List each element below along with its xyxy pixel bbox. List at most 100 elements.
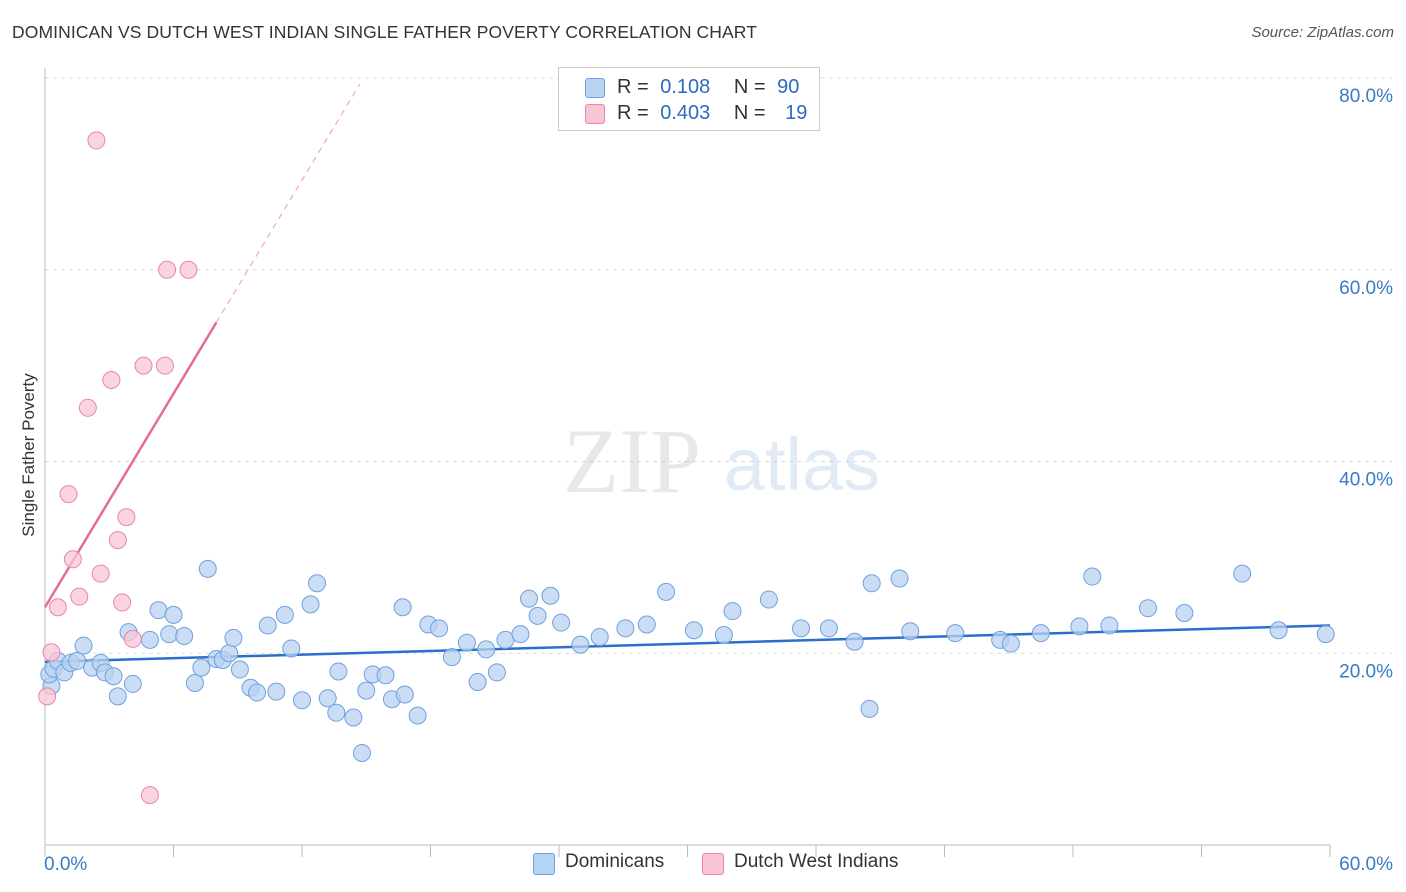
data-point-0-38: [327, 703, 346, 722]
x-tick-label-1: 60.0%: [1339, 854, 1393, 875]
data-point-0-48: [408, 706, 427, 725]
data-point-1-8: [102, 371, 121, 390]
data-point-1-2: [48, 598, 67, 617]
data-point-0-39: [329, 662, 348, 681]
data-point-0-11: [104, 667, 123, 686]
data-point-0-87: [1233, 564, 1252, 583]
data-point-0-37: [318, 689, 337, 708]
data-point-0-42: [357, 681, 376, 700]
data-point-0-86: [1175, 603, 1194, 622]
data-point-0-36: [307, 574, 326, 593]
data-point-0-68: [714, 626, 733, 645]
y-tick-label-0: 20.0%: [1339, 661, 1393, 682]
data-point-0-31: [267, 682, 286, 701]
data-point-0-60: [541, 586, 560, 605]
source-label: Source: ZipAtlas.com: [1251, 24, 1394, 41]
data-point-0-27: [230, 660, 249, 679]
legend-r-label: R =: [617, 76, 649, 98]
data-point-0-85: [1138, 599, 1157, 618]
data-point-0-32: [275, 605, 294, 624]
data-point-0-52: [457, 633, 476, 652]
data-point-0-88: [1269, 621, 1288, 640]
data-point-0-33: [282, 639, 301, 658]
legend: R = 0.108 N = 90 R = 0.403 N = 19: [558, 67, 820, 131]
data-point-1-11: [117, 508, 136, 527]
data-point-0-51: [442, 648, 461, 667]
data-point-0-40: [344, 708, 363, 727]
bottom-legend-label-dominicans: Dominicans: [565, 851, 665, 872]
data-point-0-81: [1031, 624, 1050, 643]
data-point-0-18: [164, 605, 183, 624]
legend-n-value: 90: [777, 76, 800, 98]
y-tick-label-2: 60.0%: [1339, 278, 1393, 299]
data-point-0-6: [68, 651, 87, 670]
axes: [44, 68, 1331, 857]
legend-swatch-dominicans: [585, 78, 605, 98]
data-point-1-7: [91, 564, 110, 583]
bottom-legend-swatch-dominicans: [533, 853, 555, 875]
data-point-0-57: [511, 625, 530, 644]
watermark-zip: ZIP: [563, 410, 701, 512]
data-point-0-14: [123, 674, 142, 693]
grid-lines: [45, 77, 1392, 654]
data-point-0-55: [487, 663, 506, 682]
data-point-0-15: [140, 630, 159, 649]
data-point-0-54: [477, 640, 496, 659]
data-point-0-71: [792, 619, 811, 638]
legend-r-value: 0.403: [660, 102, 711, 124]
legend-n-label: N =: [733, 102, 766, 124]
legend-swatch-dutch-west-indians: [585, 104, 605, 124]
data-point-0-78: [946, 624, 965, 643]
data-point-1-12: [123, 629, 142, 648]
data-point-0-53: [468, 673, 487, 692]
legend-r-label: R =: [617, 102, 649, 124]
data-point-0-35: [301, 595, 320, 614]
data-point-0-25: [220, 644, 239, 663]
data-point-0-16: [149, 601, 168, 620]
legend-n-label: N =: [733, 76, 766, 98]
data-point-0-22: [198, 559, 217, 578]
data-point-0-46: [393, 598, 412, 617]
data-point-1-6: [78, 398, 97, 417]
data-point-1-9: [108, 531, 127, 550]
data-point-0-82: [1070, 617, 1089, 636]
data-point-1-0: [38, 687, 57, 706]
data-point-0-50: [430, 619, 449, 638]
data-point-0-29: [248, 683, 267, 702]
data-point-0-34: [293, 691, 311, 710]
data-point-0-21: [192, 658, 211, 677]
data-point-0-70: [759, 590, 778, 609]
data-point-1-3: [59, 485, 78, 504]
data-point-0-62: [571, 635, 590, 654]
data-point-0-56: [496, 630, 515, 649]
data-point-0-30: [258, 616, 277, 635]
data-point-0-61: [552, 613, 571, 632]
data-point-0-44: [376, 666, 395, 685]
trend-line-dutch-west-indians-extension: [215, 83, 361, 323]
data-point-1-5: [70, 587, 89, 606]
data-points: [38, 131, 1335, 805]
chart-title: DOMINICAN VS DUTCH WEST INDIAN SINGLE FA…: [12, 22, 758, 42]
data-point-0-58: [520, 589, 539, 608]
data-point-0-63: [590, 627, 609, 646]
y-axis-label: Single Father Poverty: [19, 373, 38, 537]
data-point-1-10: [113, 593, 132, 612]
data-point-0-75: [862, 574, 881, 593]
series-dominicans: [40, 559, 1335, 762]
data-point-0-83: [1083, 567, 1102, 586]
data-point-1-15: [155, 356, 174, 375]
data-point-0-67: [684, 621, 703, 640]
trend-lines: [43, 83, 1331, 664]
data-point-0-19: [175, 626, 194, 645]
data-point-1-16: [158, 260, 177, 279]
x-tick-label-0: 0.0%: [44, 854, 87, 875]
data-point-0-20: [185, 673, 204, 692]
data-point-0-66: [657, 582, 676, 601]
data-point-0-41: [352, 743, 371, 762]
tick-labels: 20.0% 40.0% 60.0% 80.0% 0.0% 60.0%: [44, 86, 1393, 875]
data-point-0-73: [845, 632, 864, 651]
data-point-0-77: [901, 622, 920, 641]
data-point-0-64: [616, 619, 635, 638]
data-point-1-18: [87, 131, 106, 150]
